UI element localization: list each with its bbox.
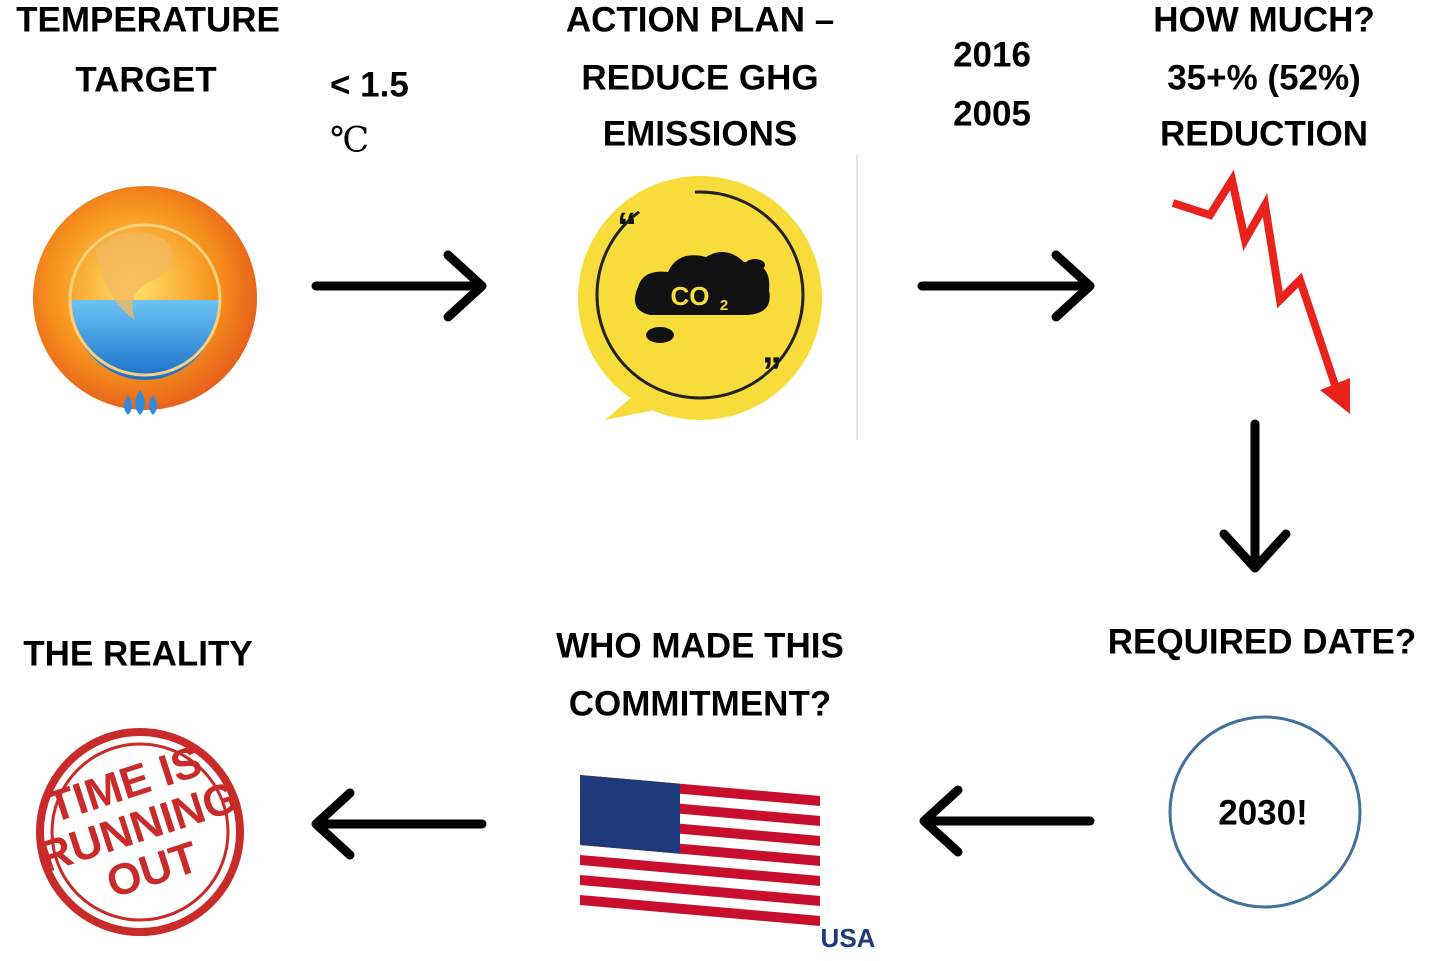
slide: TEMPERATURE TARGET < 1.5 ℃ ACTION PLAN –… <box>0 0 1435 961</box>
co2-icon: CO 2 “ ” <box>578 176 822 420</box>
us-flag <box>580 775 820 926</box>
step-title: COMMITMENT? <box>569 684 831 723</box>
step-title: 35+% (52%) <box>1167 58 1361 97</box>
step-title: ACTION PLAN – <box>566 0 834 39</box>
step-title: REDUCE GHG <box>581 58 818 97</box>
quote-mark: “ <box>617 205 637 249</box>
arrow-right <box>316 255 482 317</box>
year: 2005 <box>953 94 1031 133</box>
co2-subscript: 2 <box>720 297 728 314</box>
step-title: EMISSIONS <box>603 114 797 153</box>
step-title: WHO MADE THIS <box>556 626 844 665</box>
stamp-icon: TIME IS RUNNING OUT <box>19 730 257 932</box>
step-title: REQUIRED DATE? <box>1108 622 1417 661</box>
step-title: HOW MUCH? <box>1153 0 1375 39</box>
step-title: THE REALITY <box>23 634 252 673</box>
quote-mark: ” <box>762 350 782 394</box>
step-title: TEMPERATURE <box>16 0 280 39</box>
step-title: REDUCTION <box>1160 114 1368 153</box>
flag-label: USA <box>821 923 876 953</box>
arrow-left <box>924 790 1090 852</box>
target-unit: ℃ <box>330 121 369 161</box>
arrow-right <box>922 255 1090 317</box>
step-title: TARGET <box>75 60 216 99</box>
arrow-left <box>316 793 482 855</box>
globe-icon <box>33 186 257 415</box>
target-value: < 1.5 <box>330 65 409 104</box>
decline-icon <box>1173 180 1350 414</box>
date-answer: 2030! <box>1218 793 1308 832</box>
co2-label: CO <box>671 281 710 311</box>
year: 2016 <box>953 35 1031 74</box>
arrow-down <box>1224 424 1286 568</box>
